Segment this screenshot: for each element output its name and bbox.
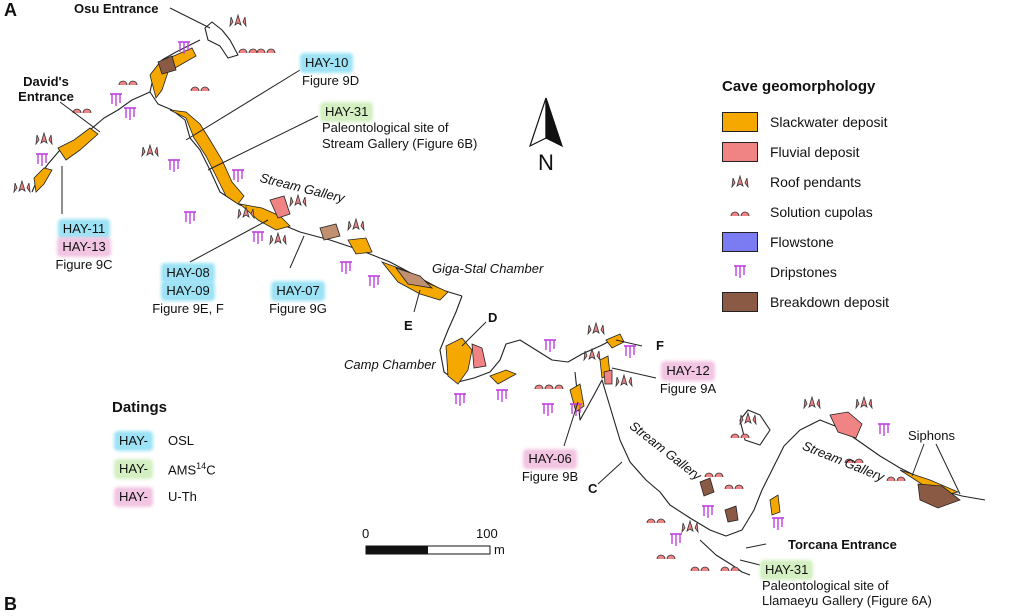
north-label: N — [538, 150, 554, 175]
breakdown-deposit-areas — [157, 55, 961, 523]
sample-figure-ref: Figure 9E, F — [152, 301, 224, 316]
torcana-entrance-label: Torcana Entrance — [788, 537, 897, 552]
fluvial-deposit-areas — [269, 195, 863, 439]
panel-letter-b: B — [4, 594, 17, 614]
scale-start-label: 0 — [362, 526, 370, 541]
scale-bar — [365, 545, 491, 555]
sample-id: HAY-10 — [302, 55, 352, 71]
legend-item-label: Breakdown deposit — [770, 294, 890, 310]
scale-end-label: 100 — [476, 526, 498, 541]
north-arrow — [528, 97, 564, 148]
dating-tag: HAY- — [116, 461, 151, 477]
sample-figure-ref: Figure 9C — [55, 257, 113, 272]
roof-pendant-icon — [722, 172, 758, 192]
sample-hay-31-llamaeyu: HAY-31 Paleontological site of Llamaeyu … — [762, 562, 932, 608]
legend-item-label: Dripstones — [770, 264, 837, 280]
dating-method-label: AMS14C — [168, 461, 216, 478]
sample-id: HAY-31 — [322, 104, 372, 120]
sample-figure-ref: Figure 9G — [269, 301, 327, 316]
legend-swatch — [722, 142, 758, 162]
sample-hay-31-stream: HAY-31 Paleontological site of Stream Ga… — [322, 104, 477, 152]
sample-id-hay-08: HAY-08 — [163, 265, 213, 281]
sample-figure-ref: Figure 9A — [659, 381, 717, 396]
dating-method-label: OSL — [168, 433, 195, 448]
legend-item-label: Solution cupolas — [770, 204, 873, 220]
legend-swatch — [722, 232, 758, 252]
scale-unit-label: m — [494, 542, 505, 557]
sample-id: HAY-31 — [762, 562, 812, 578]
legend-item-label: Roof pendants — [770, 174, 862, 190]
legend-swatch — [722, 292, 758, 312]
legend-item-label: Slackwater deposit — [770, 114, 888, 130]
marker-c: C — [588, 481, 598, 496]
sample-hay-12: HAY-12 Figure 9A — [656, 362, 720, 398]
sample-figure-ref: Figure 9B — [521, 469, 579, 484]
giga-stal-chamber-label: Giga-Stal Chamber — [432, 261, 544, 276]
legend-item-label: Flowstone — [770, 234, 834, 250]
marker-e: E — [404, 318, 413, 333]
camp-chamber-label: Camp Chamber — [344, 357, 436, 372]
legend-title: Cave geomorphology — [722, 78, 876, 95]
dripstone-icon — [722, 262, 758, 282]
sample-hay-11-13: HAY-11 HAY-13 Figure 9C — [52, 220, 116, 274]
sample-id: HAY-07 — [273, 283, 323, 299]
sample-hay-10: HAY-10 Figure 9D — [302, 54, 359, 90]
sample-id: HAY-06 — [525, 451, 575, 467]
sample-hay-08-09: HAY-08 HAY-09 Figure 9E, F — [142, 264, 234, 318]
dating-tag: HAY- — [116, 489, 151, 505]
sample-hay-07: HAY-07 Figure 9G — [262, 282, 334, 318]
dating-tag: HAY- — [116, 433, 151, 449]
siphons-label: Siphons — [908, 428, 955, 443]
cupola-icon — [722, 202, 758, 222]
sample-id-hay-09: HAY-09 — [163, 283, 213, 299]
marker-f: F — [656, 338, 664, 353]
sample-site-line-2: Llamaeyu Gallery (Figure 6A) — [762, 593, 932, 608]
geomorphology-legend: Cave geomorphology Slackwater deposit Flu… — [722, 78, 952, 328]
sample-id-hay-13: HAY-13 — [59, 239, 109, 255]
dating-method-label: U-Th — [168, 489, 197, 504]
leader-lines — [59, 7, 961, 566]
slackwater-deposit-areas — [33, 47, 960, 516]
sample-site-line-2: Stream Gallery (Figure 6B) — [322, 136, 478, 151]
dating-method-superscript: 14 — [196, 461, 207, 471]
davids-entrance-label: David's Entrance — [18, 74, 74, 104]
datings-legend: Datings HAY- OSL HAY- AMS14C HAY- U-Th — [108, 399, 258, 509]
sample-id-hay-11: HAY-11 — [59, 221, 109, 237]
sample-figure-ref: Figure 9D — [302, 73, 360, 88]
osu-entrance-label: Osu Entrance — [74, 1, 159, 16]
legend-swatch — [722, 112, 758, 132]
sample-site-line-1: Paleontological site of — [322, 120, 449, 135]
sample-id: HAY-12 — [663, 363, 713, 379]
legend-item-label: Fluvial deposit — [770, 144, 860, 160]
sample-hay-06: HAY-06 Figure 9B — [516, 450, 584, 486]
panel-letter-a: A — [4, 0, 17, 20]
marker-d: D — [488, 310, 498, 325]
sample-site-line-1: Paleontological site of — [762, 578, 889, 593]
datings-title: Datings — [112, 399, 168, 416]
